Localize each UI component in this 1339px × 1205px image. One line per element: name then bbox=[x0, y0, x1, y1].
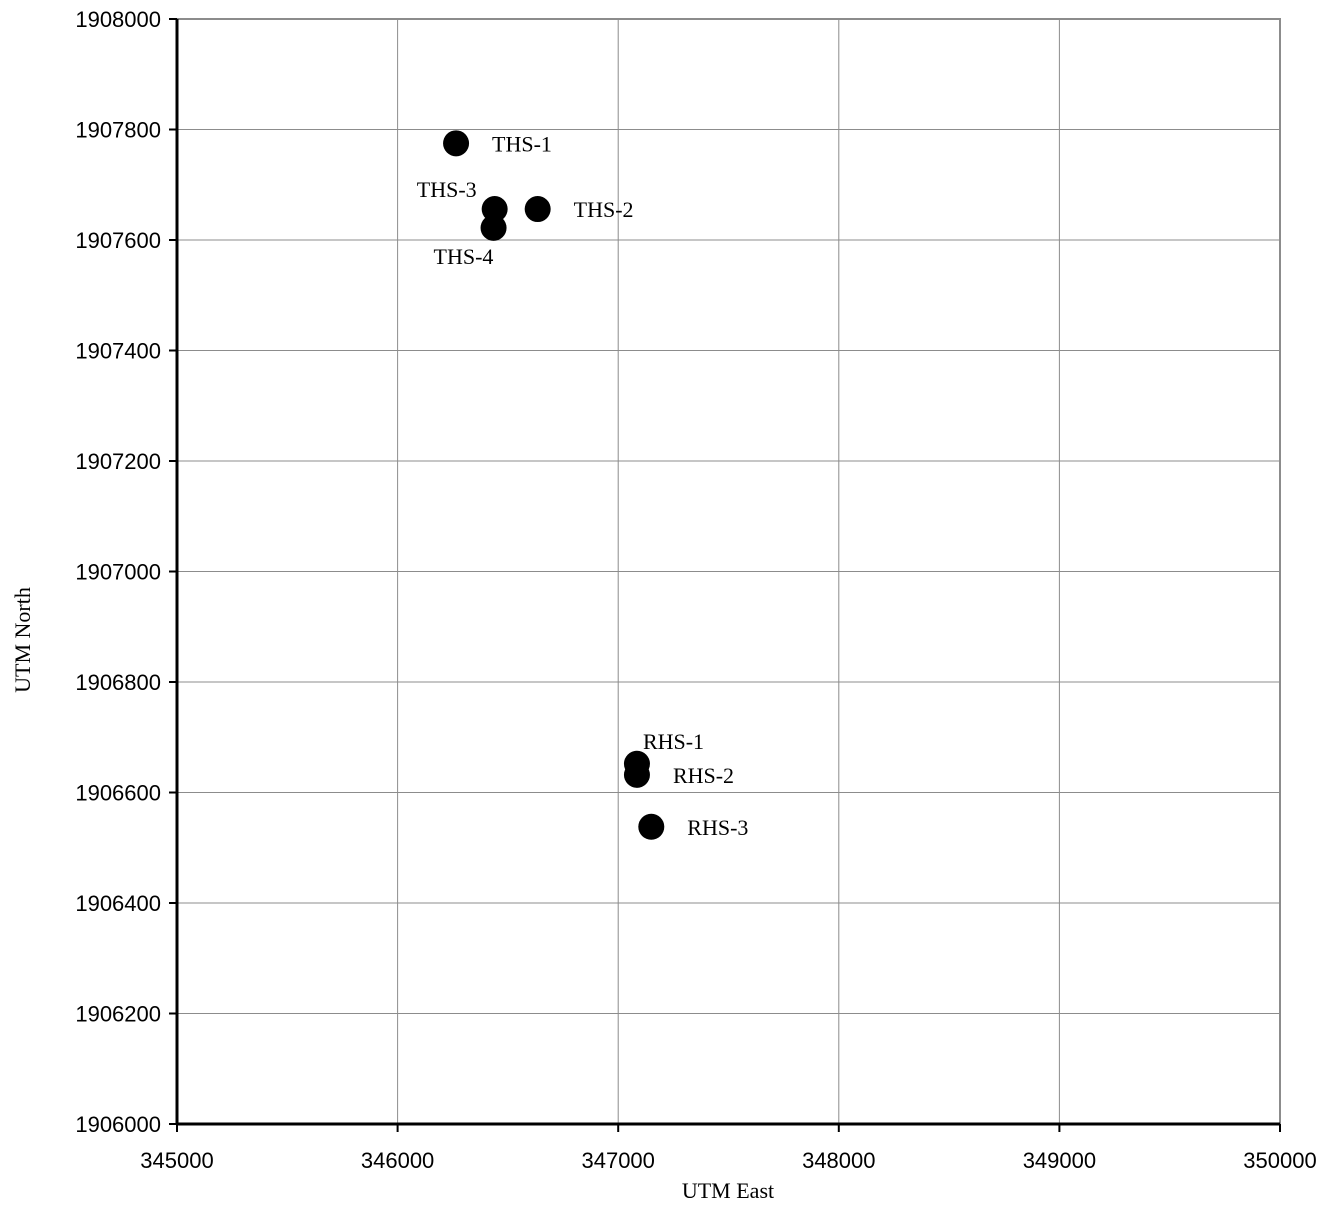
data-points bbox=[443, 130, 665, 840]
point-label: RHS-1 bbox=[643, 729, 704, 754]
x-tick-label: 349000 bbox=[1023, 1148, 1096, 1173]
scatter-point bbox=[443, 130, 470, 157]
x-tick-label: 345000 bbox=[140, 1148, 213, 1173]
y-tick-label: 1907000 bbox=[75, 560, 161, 585]
scatter-point bbox=[524, 196, 551, 223]
y-tick-label: 1906800 bbox=[75, 670, 161, 695]
point-label: THS-1 bbox=[492, 131, 552, 156]
x-tick-label: 350000 bbox=[1243, 1148, 1316, 1173]
point-label: THS-2 bbox=[574, 197, 634, 222]
scatter-point bbox=[623, 761, 650, 788]
x-tick-label: 347000 bbox=[581, 1148, 654, 1173]
gridlines bbox=[176, 18, 1281, 1125]
y-tick-label: 1907600 bbox=[75, 228, 161, 253]
point-label: RHS-3 bbox=[687, 815, 748, 840]
y-tick-label: 1906200 bbox=[75, 1002, 161, 1027]
point-label: THS-4 bbox=[434, 244, 494, 269]
y-tick-label: 1907200 bbox=[75, 449, 161, 474]
scatter-point bbox=[638, 813, 665, 840]
point-label: THS-3 bbox=[417, 177, 477, 202]
scatter-point bbox=[480, 214, 507, 241]
axes bbox=[169, 18, 1281, 1132]
y-tick-label: 1908000 bbox=[75, 7, 161, 32]
point-label: RHS-2 bbox=[673, 763, 734, 788]
x-tick-label: 346000 bbox=[361, 1148, 434, 1173]
y-axis-title: UTM North bbox=[10, 587, 35, 693]
scatter-point bbox=[481, 196, 508, 223]
y-tick-label: 1907400 bbox=[75, 339, 161, 364]
y-tick-label: 1906000 bbox=[75, 1112, 161, 1137]
x-tick-label: 348000 bbox=[802, 1148, 875, 1173]
y-tick-label: 1907800 bbox=[75, 118, 161, 143]
x-axis-title: UTM East bbox=[682, 1178, 774, 1203]
tick-labels: 345000 346000 347000 348000 349000 350000 1906… bbox=[75, 7, 1316, 1173]
y-tick-label: 1906600 bbox=[75, 781, 161, 806]
point-labels: THS-1 THS-2 THS-3 THS-4 RHS-1 RHS-2 RHS-3 bbox=[417, 131, 749, 839]
y-tick-label: 1906400 bbox=[75, 891, 161, 916]
